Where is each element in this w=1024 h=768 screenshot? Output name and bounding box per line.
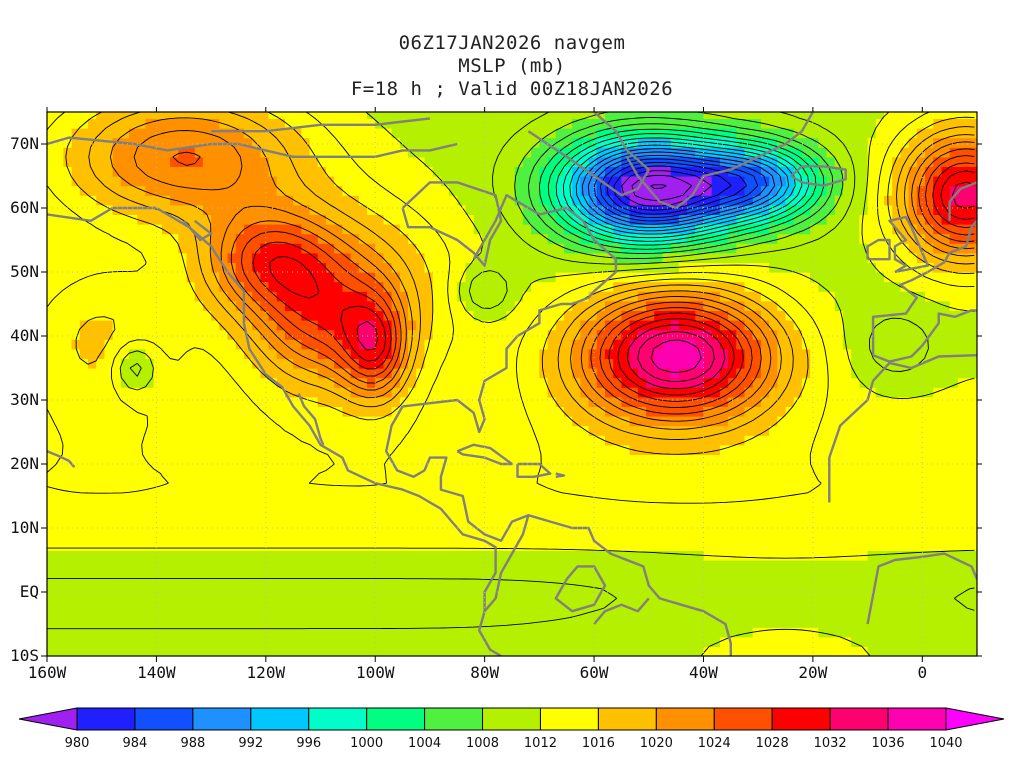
colorbar-box [250,707,310,731]
lat-tick-label: 30N [10,390,39,409]
lon-tick: 0 [917,107,927,682]
colorbar-box [192,707,252,731]
lon-tick-label: 60W [580,663,609,682]
colorbar-over-arrow [945,707,1005,731]
colorbar-label: 980 [65,736,90,751]
colorbar-box [771,707,831,731]
lon-tick: 160W [28,107,67,682]
colorbar-box [134,707,194,731]
colorbar-box [655,707,715,731]
lon-tick: 140W [137,107,176,682]
map-frame [46,111,978,657]
colorbar-label: 1004 [408,736,441,751]
title-block: 06Z17JAN2026 navgem MSLP (mb) F=18 h ; V… [0,32,1024,101]
lat-lon-grid [47,112,977,656]
lon-tick-label: 20W [798,663,827,682]
lon-tick-label: 100W [356,663,395,682]
lon-tick: 40W [689,107,718,682]
colorbar-label: 1036 [872,736,905,751]
colorbar-label: 996 [296,736,321,751]
colorbar-box [482,707,541,731]
lon-tick-label: 40W [689,663,718,682]
lon-tick: 60W [580,107,609,682]
lon-tick-label: 0 [917,663,927,682]
lat-tick: 70N [10,134,982,153]
coastlines [47,112,977,656]
colorbar-label: 1016 [582,736,615,751]
colorbar-label: 1000 [350,736,383,751]
lat-tick: EQ [20,582,982,601]
colorbar-box [366,707,426,731]
colorbar-label: 992 [238,736,263,751]
lon-tick-label: 80W [470,663,499,682]
colorbar-box [713,707,773,731]
colorbar-box [76,707,136,731]
colorbar-label: 1024 [698,736,731,751]
lat-tick: 60N [10,198,982,217]
lat-tick: 10S [10,646,982,665]
title-model-run: 06Z17JAN2026 navgem [398,32,626,54]
lat-tick-label: 60N [10,198,39,217]
colorbar-label: 1040 [929,736,962,751]
lon-tick: 100W [356,107,395,682]
title-valid-time: F=18 h ; Valid 00Z18JAN2026 [350,78,674,100]
colorbar-box [597,707,657,731]
colorbar-under-arrow [18,707,78,731]
colorbar-box [829,707,889,731]
latitude-axis: 10S EQ 10N 20N 30N 40N 50N 60N 70N [10,134,982,665]
lat-tick-label: 70N [10,134,39,153]
colorbar-label: 988 [180,736,205,751]
lat-tick-label: 20N [10,454,39,473]
colorbar-box [308,707,368,731]
isobar-contours [47,112,975,656]
lat-tick-label: 10N [10,518,39,537]
colorbar-label: 1020 [640,736,673,751]
lat-tick: 20N [10,454,982,473]
lon-tick: 120W [247,107,286,682]
lon-tick-label: 140W [137,663,176,682]
colorbar: 980 984 988 992 996 1000 1004 1008 1012 1016 1020 1… [18,707,1005,751]
colorbar-label: 1008 [466,736,499,751]
lon-tick-label: 160W [28,663,67,682]
lat-tick: 50N [10,262,982,281]
lat-tick-label: 40N [10,326,39,345]
longitude-axis: 160W 140W 120W 100W 80W 60W 40W 20W 0 [28,107,927,682]
lat-tick: 30N [10,390,982,409]
colorbar-box [424,707,484,731]
lat-tick-label: 50N [10,262,39,281]
colorbar-label: 984 [123,736,148,751]
colorbar-label: 1028 [756,736,789,751]
lat-tick-label: EQ [20,582,39,601]
lat-tick: 10N [10,518,982,537]
colorbar-box [887,707,947,731]
lon-tick: 80W [470,107,499,682]
colorbar-label: 1012 [524,736,557,751]
lon-tick-label: 120W [247,663,286,682]
colorbar-label: 1032 [814,736,847,751]
title-variable: MSLP (mb) [458,55,566,77]
lat-tick: 40N [10,326,982,345]
lat-tick-label: 10S [10,646,39,665]
lon-tick: 20W [798,107,828,682]
colorbar-box [539,707,599,731]
